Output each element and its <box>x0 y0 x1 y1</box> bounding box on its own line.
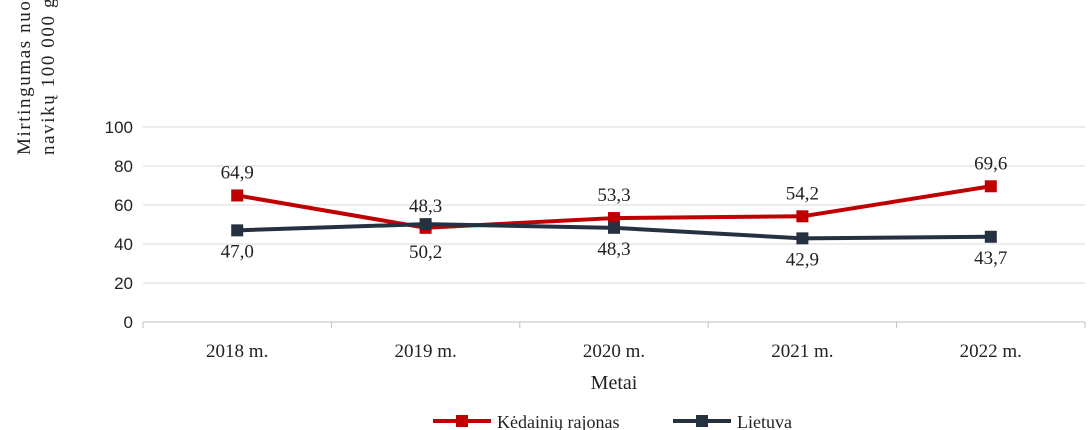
series-1-point <box>608 221 620 234</box>
y-axis-title-line-1: Mirtingumas nuo pikty <box>14 0 35 155</box>
series-0-point <box>984 180 997 193</box>
y-tick-label: 100 <box>105 118 133 137</box>
x-tick-label: 2021 m. <box>771 341 833 362</box>
y-axis-title-line-2: navikų 100 000 gyv <box>38 0 59 155</box>
data-label: 48,3 <box>409 196 442 217</box>
series-1-point <box>984 230 997 243</box>
data-label: 64,9 <box>221 162 254 183</box>
series-0-point <box>231 189 244 202</box>
legend-swatch-marker-0 <box>456 415 468 427</box>
y-axis-title: Mirtingumas nuo pikty navikų 100 000 gyv <box>14 0 59 155</box>
data-label: 43,7 <box>974 248 1007 269</box>
y-tick-label: 40 <box>114 235 133 254</box>
series-layer <box>231 180 997 245</box>
series-1-point <box>796 232 809 245</box>
x-tick-label: 2019 m. <box>394 341 456 362</box>
x-tick-labels: 2018 m. 2019 m. 2020 m. 2021 m. 2022 m. <box>206 341 1022 362</box>
y-tick-label: 20 <box>114 274 133 293</box>
legend-label: Lietuva <box>737 412 792 430</box>
data-label: 53,3 <box>597 185 630 206</box>
legend-label: Kėdainių rajonas <box>497 412 619 430</box>
legend: Kėdainių rajonas Lietuva <box>433 412 792 430</box>
axes <box>142 321 1086 328</box>
series-1-point <box>419 218 432 231</box>
y-tick-labels: 0 20 40 60 80 100 <box>105 118 133 332</box>
series-1-point <box>231 224 244 237</box>
x-tick-label: 2018 m. <box>206 341 268 362</box>
x-tick-label: 2020 m. <box>583 341 645 362</box>
data-label: 50,2 <box>409 242 442 263</box>
series-0-point <box>796 210 809 223</box>
series-0-point <box>608 212 620 225</box>
data-label: 48,3 <box>597 239 630 260</box>
y-tick-label: 80 <box>114 157 133 176</box>
y-tick-label: 0 <box>124 313 133 332</box>
x-tick-label: 2022 m. <box>960 341 1022 362</box>
data-label: 54,2 <box>786 183 819 204</box>
legend-swatch-marker-1 <box>696 415 708 427</box>
data-label: 47,0 <box>221 241 254 262</box>
x-axis-title: Metai <box>591 372 638 394</box>
data-labels: 64,9 48,3 53,3 54,2 69,6 47,0 50,2 48,3 42,9 43,7 <box>221 153 1008 270</box>
y-tick-label: 60 <box>114 196 133 215</box>
data-label: 42,9 <box>786 249 819 270</box>
data-label: 69,6 <box>974 153 1007 174</box>
